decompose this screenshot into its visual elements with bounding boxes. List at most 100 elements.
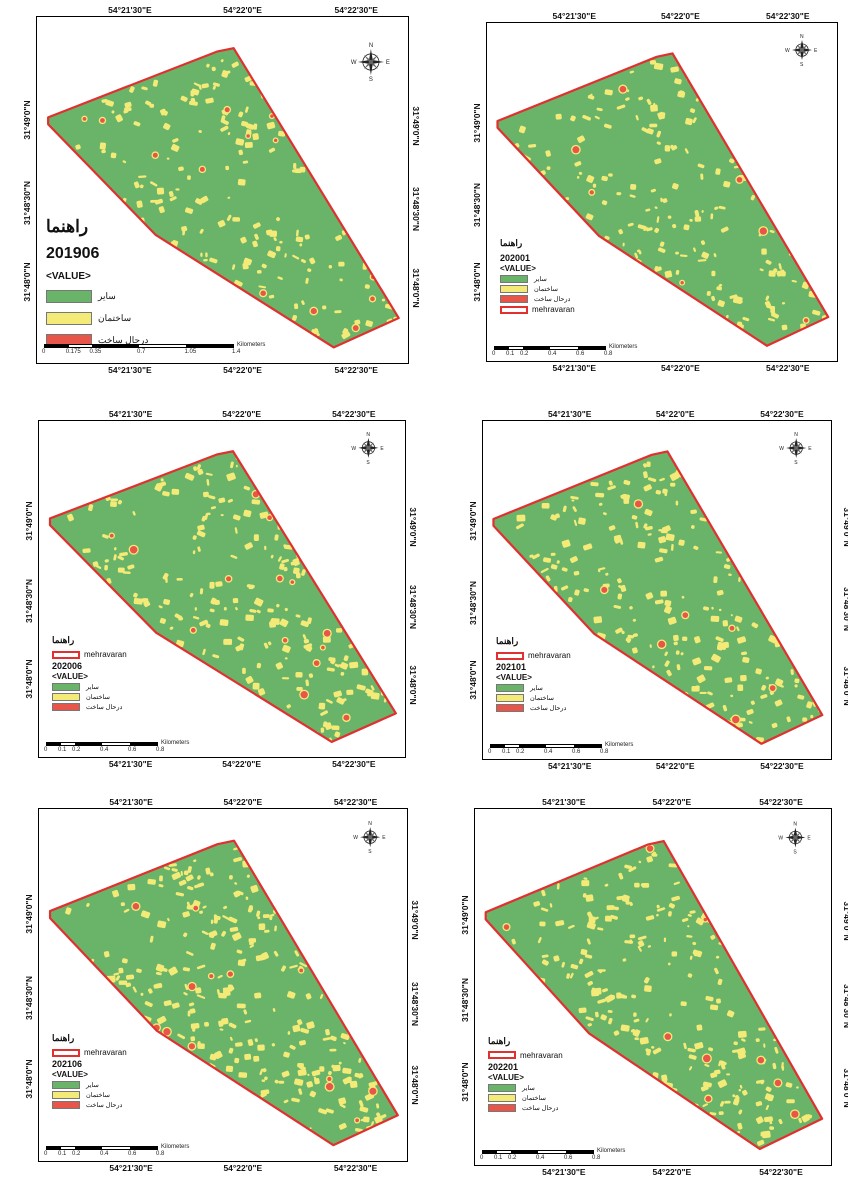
- legend-entry-other: سایر: [496, 684, 571, 693]
- construction-patch: [323, 629, 331, 637]
- class-patches: [514, 60, 828, 331]
- svg-text:N: N: [366, 432, 370, 438]
- building-patch: [667, 962, 671, 966]
- construction-label: درحال ساخت: [522, 1104, 559, 1112]
- building-patch: [292, 558, 300, 566]
- building-patch: [305, 277, 309, 284]
- map-panel-201906: 54°21'30"E 54°21'30"E 54°22'0"E 54°22'0"E 54…: [6, 4, 421, 376]
- building-patch: [238, 111, 244, 118]
- building-patch: [760, 694, 768, 699]
- construction-patch: [310, 307, 317, 315]
- building-patch: [300, 620, 310, 628]
- longitude-label-top: 54°22'0"E: [223, 797, 263, 807]
- building-patch: [710, 615, 720, 622]
- building-patch: [183, 992, 188, 996]
- building-patch: [570, 963, 579, 970]
- building-patch: [537, 937, 542, 944]
- building-patch: [587, 94, 595, 100]
- mehravaran-boundary: [492, 450, 824, 745]
- building-patch: [271, 1043, 276, 1047]
- building-patch: [322, 636, 331, 643]
- building-patch: [628, 866, 637, 873]
- longitude-label-top: 54°22'30"E: [759, 797, 803, 807]
- building-patch: [555, 113, 562, 120]
- building-patch: [693, 545, 699, 550]
- building-patch: [289, 964, 298, 969]
- building-patch: [187, 866, 192, 873]
- construction-patch: [227, 971, 233, 977]
- legend-title: راهنما: [500, 238, 523, 249]
- legend-title: راهنما: [46, 216, 89, 236]
- building-patch: [209, 581, 215, 589]
- building-patch: [618, 229, 624, 235]
- building-patch: [755, 668, 762, 675]
- building-patch: [254, 233, 259, 240]
- scale-tick-label: 0.2: [508, 1155, 517, 1161]
- boundary-label: mehravaran: [528, 651, 571, 661]
- building-patch: [631, 515, 638, 520]
- building-patch: [296, 686, 303, 691]
- building-patch: [296, 1019, 303, 1026]
- building-patch: [719, 1060, 727, 1066]
- building-patch: [230, 461, 234, 469]
- building-patch: [656, 904, 660, 909]
- longitude-label-bottom: 54°22'30"E: [333, 1163, 378, 1173]
- building-patch: [192, 550, 196, 555]
- building-patch: [267, 608, 274, 613]
- building-patch: [210, 506, 217, 510]
- construction-patch: [634, 500, 642, 508]
- building-patch: [192, 535, 197, 540]
- building-patch: [166, 157, 170, 160]
- building-patch: [765, 1086, 772, 1092]
- building-patch: [601, 175, 608, 182]
- building-patch: [205, 472, 213, 476]
- legend-value-header: <VALUE>: [488, 1072, 524, 1082]
- other-label: سایر: [530, 685, 543, 693]
- building-patch: [182, 967, 191, 972]
- building-patch: [156, 971, 162, 976]
- legend-entry-construction: درحال ساخت: [52, 703, 127, 712]
- svg-text:S: S: [793, 849, 797, 855]
- building-patch: [175, 188, 180, 191]
- building-patch: [343, 655, 349, 662]
- construction-patch: [791, 1110, 799, 1118]
- building-patch: [565, 197, 570, 201]
- building-patch: [734, 615, 743, 623]
- building-patch: [737, 1130, 741, 1134]
- building-patch: [99, 142, 107, 150]
- construction-patch: [759, 227, 767, 235]
- building-patch: [761, 684, 767, 691]
- legend-entry-construction: درحال ساخت: [52, 1101, 127, 1110]
- building-patch: [686, 934, 693, 938]
- building-patch: [608, 173, 613, 177]
- building-patch: [718, 1111, 724, 1116]
- building-patch: [580, 948, 588, 956]
- building-patch: [786, 1099, 795, 1104]
- building-patch: [602, 512, 607, 516]
- construction-patch: [619, 85, 627, 93]
- scale-bar: 0 0.1 0.2 0.4 0.6 0.8 Kilometers: [44, 1144, 189, 1158]
- latitude-label-right: 31°48'0"N: [408, 665, 418, 705]
- building-patch: [730, 614, 733, 617]
- legend-entry-building: ساختمان: [488, 1093, 563, 1102]
- building-patch: [711, 270, 716, 277]
- building-patch: [370, 685, 375, 691]
- building-patch: [274, 925, 277, 932]
- class-area-other: [49, 451, 396, 742]
- map-panel-202106: 54°21'30"E 54°21'30"E 54°22'0"E 54°22'0"E 54…: [6, 794, 420, 1178]
- building-patch: [220, 59, 224, 63]
- building-patch: [629, 70, 635, 74]
- scale-tick-label: 0.8: [604, 351, 613, 357]
- longitude-label-top: 54°22'30"E: [332, 409, 376, 419]
- svg-text:S: S: [794, 460, 798, 466]
- svg-text:E: E: [382, 835, 386, 841]
- building-patch: [249, 942, 254, 946]
- building-patch: [156, 187, 165, 195]
- building-patch: [654, 599, 664, 605]
- building-patch: [608, 480, 613, 486]
- building-patch: [113, 972, 120, 976]
- building-patch: [222, 915, 230, 920]
- building-patch: [272, 1008, 276, 1012]
- building-patch: [168, 191, 174, 197]
- building-patch: [311, 1069, 321, 1077]
